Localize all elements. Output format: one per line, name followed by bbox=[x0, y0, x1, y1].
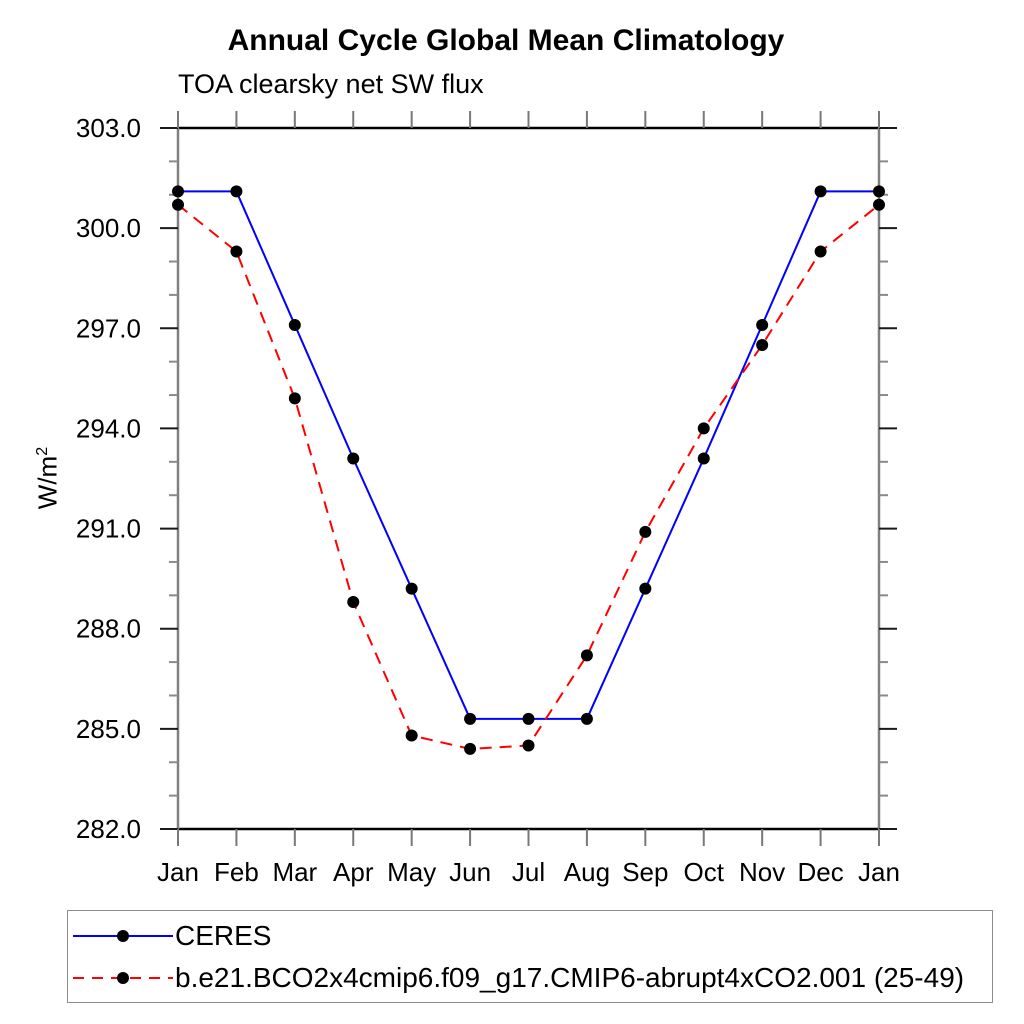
data-point-marker-0 bbox=[580, 712, 593, 725]
y-tick-label: 294.0 bbox=[76, 413, 141, 443]
x-tick-label: Aug bbox=[564, 857, 610, 887]
y-tick-label: 282.0 bbox=[76, 814, 141, 844]
data-point-marker-1 bbox=[288, 392, 301, 405]
data-point-marker-1 bbox=[756, 338, 769, 351]
data-point-marker-0 bbox=[522, 712, 535, 725]
data-point-marker-1 bbox=[405, 729, 418, 742]
legend-item-label: CERES bbox=[175, 920, 272, 951]
x-tick-label: Jun bbox=[449, 857, 491, 887]
data-point-marker-1 bbox=[814, 245, 827, 258]
x-tick-label: Dec bbox=[797, 857, 843, 887]
data-point-marker-1 bbox=[697, 422, 710, 435]
data-point-marker-0 bbox=[405, 582, 418, 595]
data-point-marker-0 bbox=[756, 318, 769, 331]
data-point-marker-0 bbox=[697, 452, 710, 465]
x-tick-label: Nov bbox=[739, 857, 785, 887]
x-tick-label: May bbox=[387, 857, 436, 887]
x-tick-label: Jan bbox=[858, 857, 900, 887]
data-point-marker-1 bbox=[580, 649, 593, 662]
x-tick-label: Feb bbox=[214, 857, 259, 887]
data-point-marker-0 bbox=[347, 452, 360, 465]
data-point-marker-0 bbox=[464, 712, 477, 725]
legend-marker-dot bbox=[117, 930, 129, 942]
legend-line-sample-ceres bbox=[73, 930, 173, 942]
y-tick-label: 288.0 bbox=[76, 614, 141, 644]
legend-marker-dot bbox=[117, 972, 129, 984]
data-point-marker-1 bbox=[639, 525, 652, 538]
data-point-marker-0 bbox=[288, 318, 301, 331]
data-point-marker-0 bbox=[172, 185, 184, 198]
data-point-marker-1 bbox=[172, 198, 184, 211]
x-tick-label: Jul bbox=[512, 857, 545, 887]
data-point-marker-0 bbox=[639, 582, 652, 595]
legend-item-model: b.e21.BCO2x4cmip6.f09_g17.CMIP6-abrupt4x… bbox=[73, 961, 964, 995]
data-point-marker-1 bbox=[230, 245, 243, 258]
x-tick-label: Sep bbox=[622, 857, 668, 887]
data-point-marker-1 bbox=[347, 596, 360, 609]
x-tick-label: Oct bbox=[684, 857, 725, 887]
data-point-marker-1 bbox=[464, 742, 477, 755]
data-point-marker-1 bbox=[522, 739, 535, 752]
legend-item-ceres: CERES bbox=[73, 919, 271, 953]
y-tick-label: 285.0 bbox=[76, 714, 141, 744]
data-point-marker-0 bbox=[873, 185, 885, 198]
x-tick-label: Mar bbox=[272, 857, 317, 887]
x-tick-label: Apr bbox=[333, 857, 374, 887]
chart-title: Annual Cycle Global Mean Climatology bbox=[227, 24, 785, 57]
series-line-0 bbox=[178, 190, 879, 720]
legend: CERES b.e21.BCO2x4cmip6.f09_g17.CMIP6-ab… bbox=[67, 910, 993, 1003]
y-tick-label: 297.0 bbox=[76, 313, 141, 343]
data-point-marker-0 bbox=[814, 185, 827, 198]
y-tick-label: 300.0 bbox=[76, 213, 141, 243]
legend-line-sample-model bbox=[73, 972, 173, 984]
y-tick-label: 303.0 bbox=[76, 113, 141, 143]
x-tick-label: Jan bbox=[157, 857, 199, 887]
data-point-marker-0 bbox=[230, 185, 243, 198]
data-point-marker-1 bbox=[873, 198, 885, 211]
legend-item-label: b.e21.BCO2x4cmip6.f09_g17.CMIP6-abrupt4x… bbox=[175, 962, 965, 993]
chart-subtitle: TOA clearsky net SW flux bbox=[178, 69, 484, 99]
series-line-1 bbox=[177, 203, 880, 750]
y-tick-label: 291.0 bbox=[76, 514, 141, 544]
